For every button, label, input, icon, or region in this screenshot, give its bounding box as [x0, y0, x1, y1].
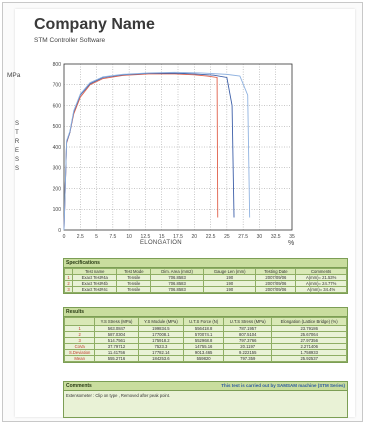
- specification-row: 3 Exact Test#4c Tensile 706.8583 190 2007/09/…: [63, 286, 347, 293]
- x-tick-label: 15: [159, 234, 165, 240]
- y-unit-label: MPa: [7, 72, 21, 79]
- result-row: CoVa 37.79712 7523.3 14755.16 20.1197 2.27140…: [63, 343, 347, 350]
- y-tick-label: 500: [53, 124, 62, 130]
- y-tick-label: 800: [53, 62, 62, 68]
- y-tick-label: 0: [58, 228, 61, 234]
- y-axis-label-letter: R: [14, 139, 20, 145]
- table-cell: 706.8583: [150, 286, 204, 293]
- table-cell: 559820: [183, 355, 225, 362]
- series-line-3: [63, 71, 251, 231]
- table-cell: A(mm)= 34.4%: [295, 286, 347, 293]
- y-axis-label-letter: S: [14, 166, 19, 172]
- row-label: 3: [63, 286, 74, 293]
- x-tick-label: 12.5: [141, 234, 151, 240]
- x-tick-label: 7.5: [109, 234, 116, 240]
- y-tick-label: 700: [53, 83, 62, 89]
- column-header: [63, 317, 96, 326]
- row-label: S.Deviation: [63, 349, 96, 356]
- x-tick-label: 0: [63, 234, 66, 240]
- y-axis-label-letter: T: [15, 130, 19, 136]
- x-tick-label: 32.5: [271, 234, 281, 240]
- comments-panel: Comments This test is carried out by SAM…: [63, 381, 348, 418]
- table-cell: Tensile: [116, 286, 152, 293]
- y-tick-label: 300: [53, 166, 62, 172]
- company-name: Company Name: [34, 16, 155, 33]
- y-axis-label-letter: E: [14, 148, 19, 154]
- x-tick-label: 17.5: [173, 234, 183, 240]
- specifications-table: Test name Test Mode Dim. Area (mm2) Gauge L…: [63, 268, 347, 293]
- y-tick-label: 400: [53, 145, 62, 151]
- table-cell: 184253.6: [137, 355, 185, 362]
- table-cell: Exact Test#4c: [72, 286, 118, 293]
- comments-title: Comments: [66, 383, 92, 389]
- specifications-panel: Specifications Test name Test Mode Dim. Ar…: [63, 258, 348, 294]
- x-tick-label: 27.5: [238, 234, 248, 240]
- y-tick-label: 600: [53, 103, 62, 109]
- row-label: Mean: [63, 355, 96, 362]
- result-row: Mean 555.2716 184253.6 559820 797.359 25.9253…: [63, 355, 347, 362]
- column-header: Y.S Module (MPa): [137, 317, 185, 326]
- table-cell: 25.92537: [271, 355, 347, 362]
- table-cell: 2007/09/06: [255, 286, 297, 293]
- results-panel: Results Y.S Stress (MPa) Y.S Module (MPa)…: [63, 307, 348, 363]
- stress-strain-chart: 0 2.5 5 7.5 10 12.5 15 17.5 20 22.5 25 27.5 30 32.5 35…: [53, 62, 295, 240]
- y-tick-label: 200: [53, 186, 62, 192]
- y-tick-label: 100: [53, 207, 62, 213]
- table-cell: 555.2716: [94, 355, 139, 362]
- x-axis-label: ELONGATION: [140, 240, 182, 246]
- x-tick-label: 25: [224, 234, 230, 240]
- x-tick-label: 2.5: [77, 234, 84, 240]
- x-tick-label: 10: [126, 234, 132, 240]
- y-axis-label-letter: S: [14, 157, 19, 163]
- results-table: Y.S Stress (MPa) Y.S Module (MPa) U.T.S Fo…: [63, 317, 347, 362]
- x-tick-label: 35: [289, 234, 295, 240]
- result-row: S.Deviation 11.41756 17782.14 9013.465 9.222…: [63, 349, 347, 356]
- table-cell: 797.359: [223, 355, 273, 362]
- y-axis-label-letter: S: [14, 121, 19, 127]
- column-header: U.T.S Stress (MPa): [223, 317, 273, 326]
- results-title: Results: [64, 308, 347, 317]
- column-header: Elongation (Lattice Bridge) (%): [271, 317, 347, 326]
- table-cell: 190: [202, 286, 257, 293]
- column-header: U.T.S Force (N): [183, 317, 225, 326]
- column-header: Y.S Stress (MPa): [94, 317, 139, 326]
- x-unit-label: %: [288, 240, 295, 247]
- x-tick-label: 5: [95, 234, 98, 240]
- specifications-title: Specifications: [64, 259, 347, 268]
- x-tick-label: 30: [257, 234, 263, 240]
- software-subtitle: STM Controller Software: [34, 37, 106, 44]
- machine-note: This test is carried out by SAMSAM machi…: [221, 383, 345, 388]
- comments-body: Extensometer : Clip on type , Removed af…: [66, 393, 171, 398]
- x-tick-label: 20: [192, 234, 198, 240]
- x-tick-label: 22.5: [206, 234, 216, 240]
